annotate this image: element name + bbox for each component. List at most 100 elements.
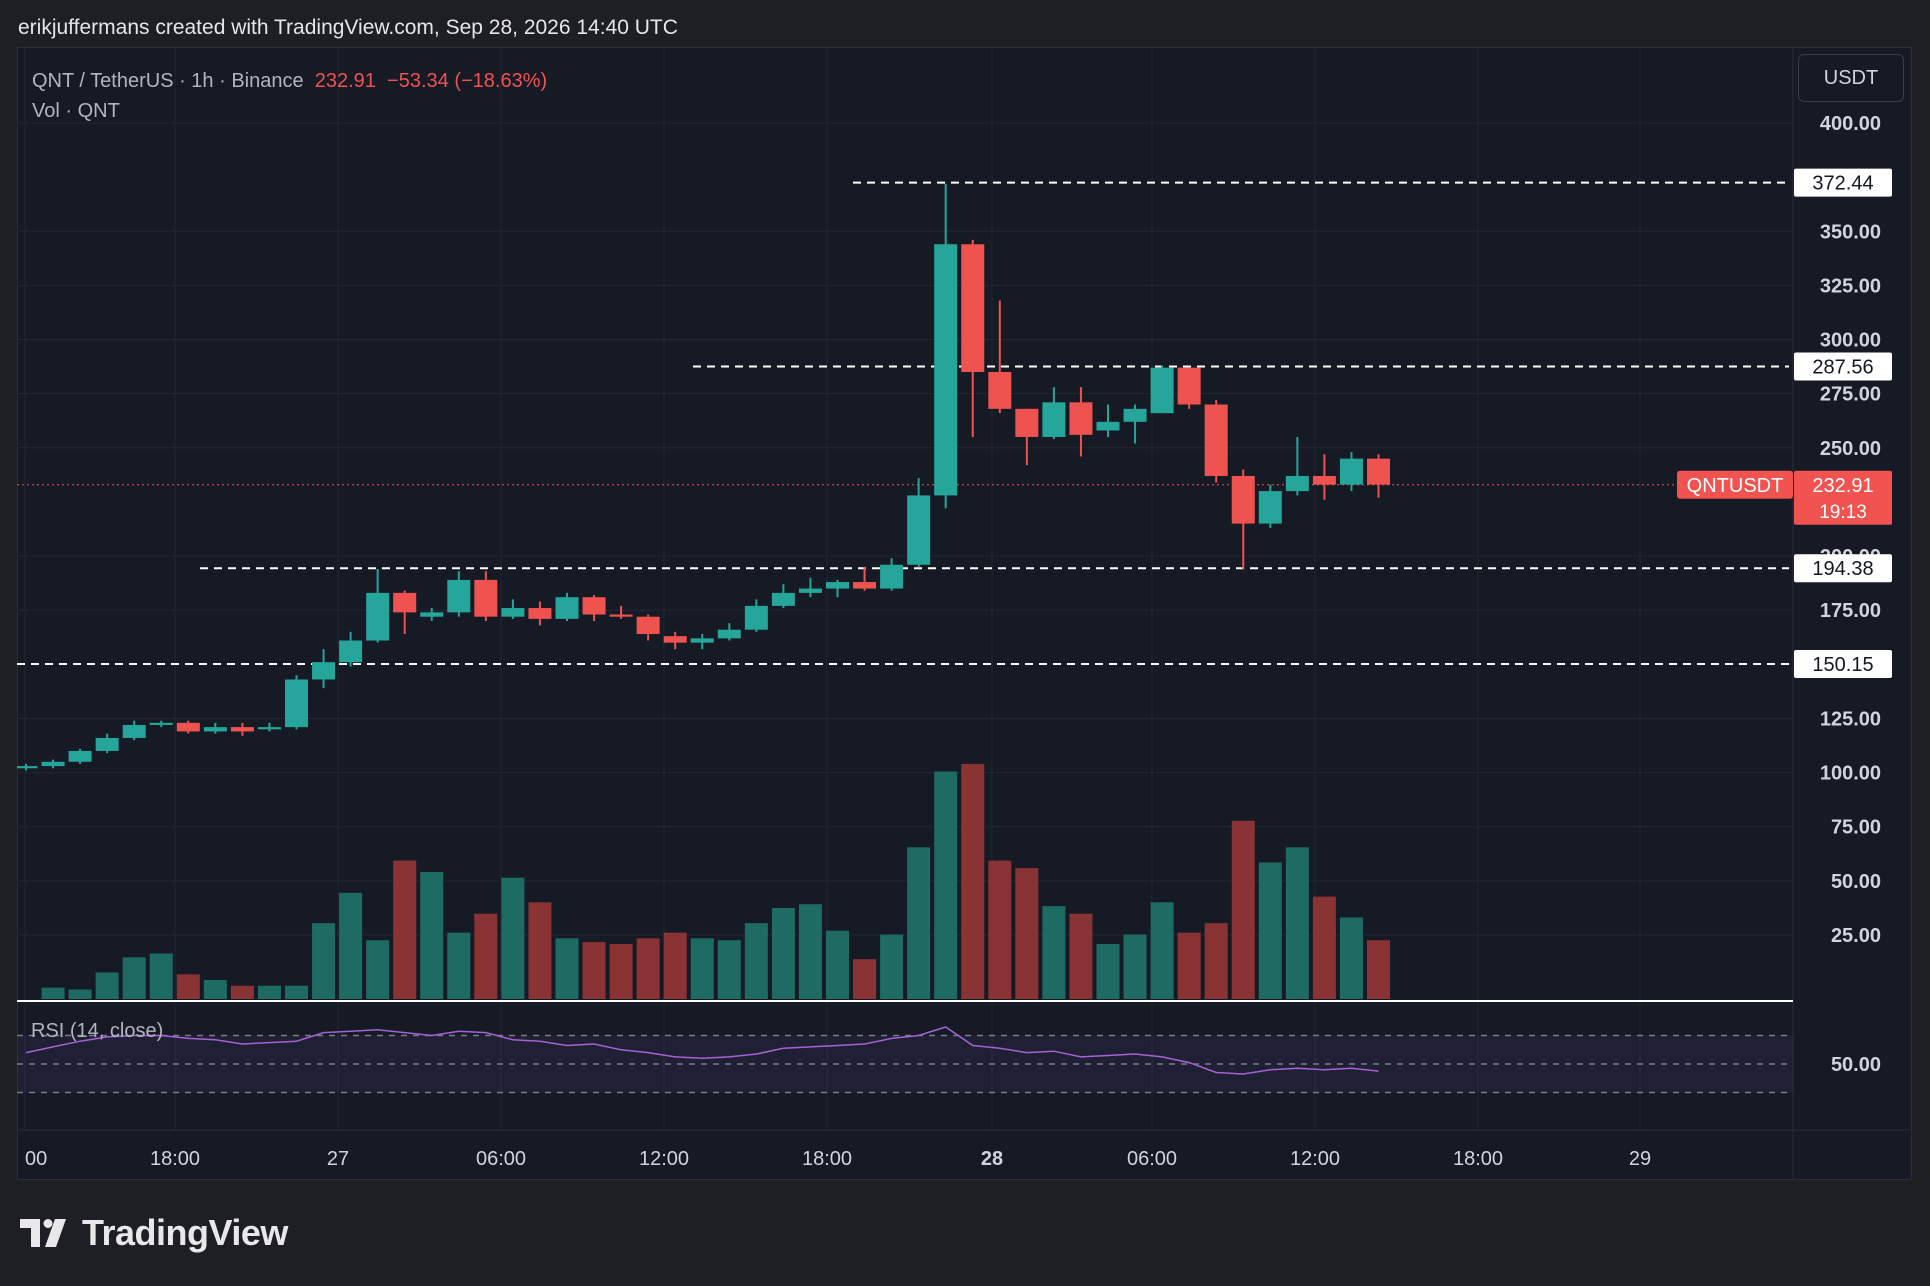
candlestick-chart[interactable]: 400.00350.00325.00300.00275.00250.00200.… xyxy=(17,47,1912,1180)
symbol-tag: QNTUSDT xyxy=(1687,475,1784,497)
y-tick-label: 350.00 xyxy=(1820,221,1881,243)
candle-body[interactable] xyxy=(744,605,768,630)
candle-body[interactable] xyxy=(1204,404,1228,476)
volume-bar xyxy=(1123,934,1147,999)
candle-body[interactable] xyxy=(609,614,633,617)
candle-body[interactable] xyxy=(149,722,173,725)
volume-bar xyxy=(1177,932,1201,999)
candle-body[interactable] xyxy=(1069,402,1093,435)
candle-body[interactable] xyxy=(826,582,849,589)
symbol-info[interactable]: QNT / TetherUS · 1h · Binance xyxy=(32,70,304,92)
volume-bar xyxy=(690,938,714,999)
volume-bar xyxy=(68,989,92,999)
y-tick-label: 50.00 xyxy=(1831,871,1881,893)
candle-body[interactable] xyxy=(1312,475,1336,485)
volume-bar xyxy=(257,985,281,999)
price-line-label-box xyxy=(1794,650,1892,679)
candle-body[interactable] xyxy=(1285,475,1309,492)
x-tick-label: 06:00 xyxy=(1127,1148,1177,1170)
candle-body[interactable] xyxy=(1015,408,1039,437)
volume-bar xyxy=(636,938,660,999)
chart-legend: QNT / TetherUS · 1h · Binance 232.91 −53… xyxy=(32,66,547,126)
candle-body[interactable] xyxy=(122,724,146,738)
volume-bar xyxy=(230,985,254,999)
candle-body[interactable] xyxy=(366,592,390,641)
candle-body[interactable] xyxy=(312,662,336,680)
volume-bar xyxy=(528,902,552,999)
rsi-legend[interactable]: RSI (14, close) xyxy=(31,1020,164,1042)
price-line-label: 287.56 xyxy=(1812,356,1873,378)
candle-body[interactable] xyxy=(1367,458,1390,485)
y-tick-label: 250.00 xyxy=(1820,438,1881,460)
candle-body[interactable] xyxy=(1258,491,1282,524)
candle-body[interactable] xyxy=(501,608,525,617)
candle-body[interactable] xyxy=(988,372,1012,409)
volume-bar xyxy=(420,871,444,999)
volume-legend-row[interactable]: Vol · QNT xyxy=(32,100,120,122)
currency-selector[interactable]: USDT xyxy=(1798,54,1904,102)
candle-body[interactable] xyxy=(528,608,552,619)
y-tick-label: 125.00 xyxy=(1820,708,1881,730)
candle-body[interactable] xyxy=(717,629,741,639)
volume-bar xyxy=(41,987,65,999)
candle-body[interactable] xyxy=(474,579,498,617)
candle-body[interactable] xyxy=(1096,421,1120,431)
volume-bar xyxy=(880,934,904,999)
candle-body[interactable] xyxy=(1339,458,1363,485)
candle-body[interactable] xyxy=(68,750,92,762)
candle-body[interactable] xyxy=(447,579,471,613)
volume-bar xyxy=(1150,902,1174,999)
price-line-label: 372.44 xyxy=(1812,173,1873,195)
candle-body[interactable] xyxy=(961,244,985,373)
candle-body[interactable] xyxy=(1042,402,1066,437)
candle-body[interactable] xyxy=(771,592,795,606)
candle-body[interactable] xyxy=(339,640,363,663)
candle-body[interactable] xyxy=(934,244,958,496)
candle-body[interactable] xyxy=(582,597,606,615)
candle-body[interactable] xyxy=(690,638,714,643)
candle-body[interactable] xyxy=(285,679,308,728)
candle-body[interactable] xyxy=(1150,367,1174,414)
volume-bar xyxy=(907,847,931,999)
x-tick-label: 28 xyxy=(981,1148,1003,1170)
candle-body[interactable] xyxy=(1123,408,1147,422)
candle-body[interactable] xyxy=(420,612,444,617)
candle-body[interactable] xyxy=(798,588,822,593)
volume-bar xyxy=(826,930,849,999)
y-tick-label: 275.00 xyxy=(1820,384,1881,406)
volume-bar xyxy=(1015,868,1039,999)
candle-body[interactable] xyxy=(1231,475,1255,524)
candle-body[interactable] xyxy=(230,727,254,732)
volume-bar xyxy=(393,860,417,999)
x-tick-label: 12:00 xyxy=(639,1148,689,1170)
volume-bar xyxy=(798,904,822,999)
candle-body[interactable] xyxy=(636,616,660,635)
volume-bar xyxy=(1285,847,1309,999)
candle-body[interactable] xyxy=(880,564,904,589)
y-tick-label: 100.00 xyxy=(1820,763,1881,785)
candle-body[interactable] xyxy=(41,761,65,767)
volume-bar xyxy=(1096,944,1120,999)
candle-body[interactable] xyxy=(555,597,579,619)
x-tick-label: 18:00 xyxy=(802,1148,852,1170)
volume-bar xyxy=(1339,917,1363,999)
volume-bar xyxy=(1312,896,1336,999)
volume-bar xyxy=(609,944,633,999)
volume-bar xyxy=(988,860,1012,999)
candle-body[interactable] xyxy=(95,737,119,751)
volume-bar xyxy=(582,942,606,999)
candle-body[interactable] xyxy=(393,592,417,613)
candle-body[interactable] xyxy=(907,495,931,565)
volume-bar xyxy=(1204,923,1228,999)
volume-bar xyxy=(501,877,525,999)
candle-body[interactable] xyxy=(663,636,687,643)
candle-body[interactable] xyxy=(257,727,281,730)
candle-body[interactable] xyxy=(1177,367,1201,405)
candle-body[interactable] xyxy=(17,766,38,769)
volume-bar xyxy=(1231,820,1255,999)
price-line-label-box xyxy=(1794,352,1892,381)
candle-body[interactable] xyxy=(853,582,877,589)
candle-body[interactable] xyxy=(176,722,200,732)
last-price: 232.91 xyxy=(314,70,376,92)
candle-body[interactable] xyxy=(203,727,227,732)
